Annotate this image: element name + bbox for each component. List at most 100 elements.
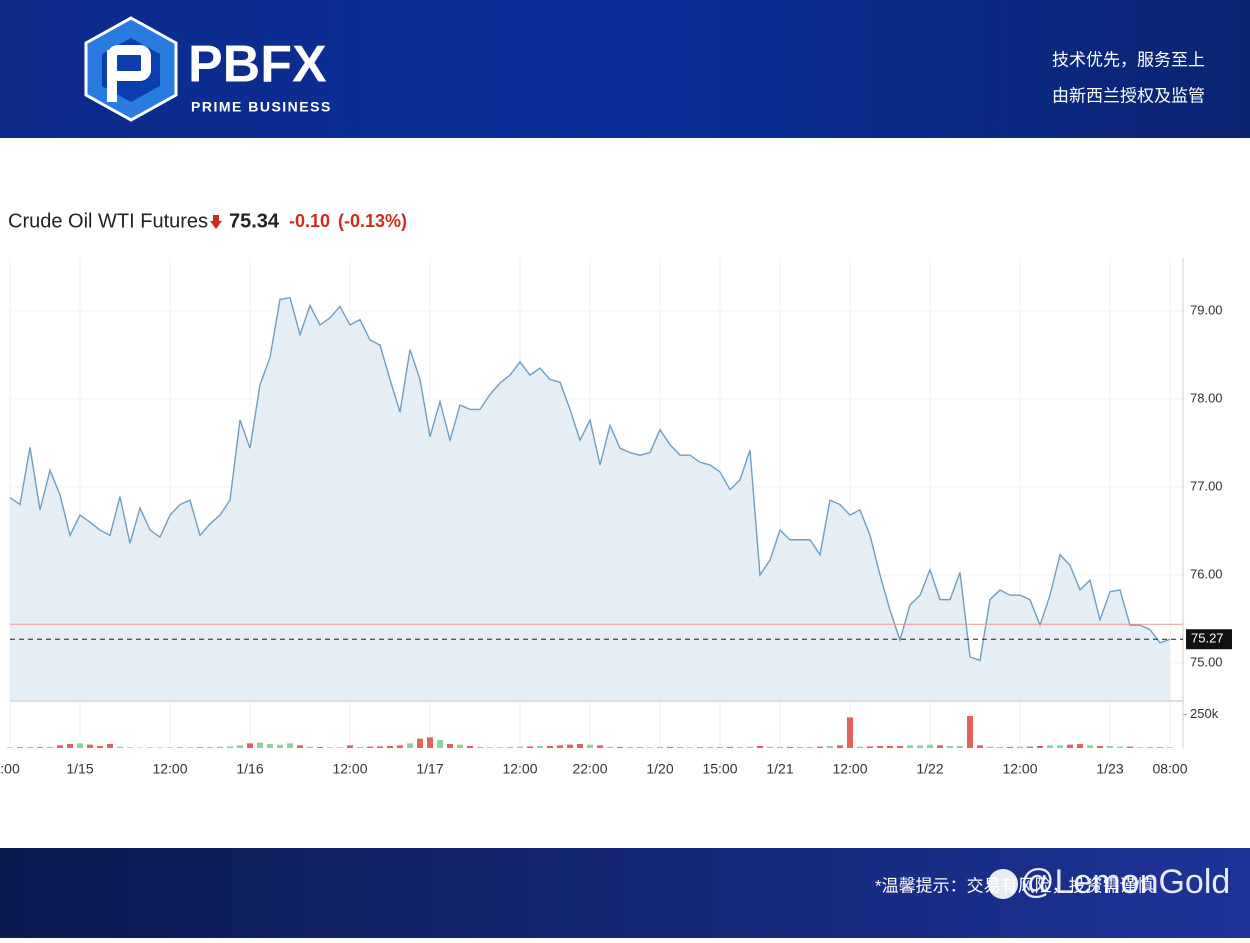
x-tick-label: 12:00 <box>502 761 537 777</box>
volume-bar <box>887 746 893 748</box>
volume-bar <box>937 745 943 748</box>
volume-bar <box>197 747 203 748</box>
y-tick-label: 76.00 <box>1190 566 1223 581</box>
volume-bar <box>257 743 263 748</box>
volume-bar <box>477 747 483 748</box>
volume-bar <box>267 744 273 748</box>
volume-bar <box>207 747 213 748</box>
chart-title: Crude Oil WTI Futures <box>8 210 208 232</box>
volume-bar <box>327 747 333 748</box>
volume-bar <box>897 746 903 748</box>
volume-bar <box>1117 747 1123 748</box>
volume-bar <box>1137 747 1143 748</box>
volume-bar <box>437 740 443 748</box>
volume-bar <box>307 747 313 748</box>
volume-bar <box>797 747 803 748</box>
volume-bar <box>427 737 433 748</box>
volume-bar <box>377 746 383 748</box>
down-arrow <box>210 215 222 229</box>
volume-bar <box>627 747 633 748</box>
volume-bar <box>807 747 813 748</box>
volume-bar <box>237 745 243 748</box>
volume-bar <box>47 747 53 748</box>
volume-bar <box>617 747 623 748</box>
volume-bar <box>877 746 883 748</box>
volume-bar <box>587 745 593 748</box>
volume-bar <box>297 745 303 748</box>
volume-bar <box>1097 746 1103 748</box>
volume-bar <box>737 747 743 748</box>
volume-bar <box>487 747 493 748</box>
volume-bar <box>1057 745 1063 748</box>
volume-bar <box>787 747 793 748</box>
volume-bar <box>1077 744 1083 748</box>
volume-bar <box>277 745 283 748</box>
volume-bar <box>57 745 63 748</box>
volume-bar <box>987 747 993 748</box>
x-tick-label: 12:00 <box>1002 761 1037 777</box>
volume-bar <box>497 747 503 748</box>
y-tick-label: 77.00 <box>1190 478 1223 493</box>
x-tick-label: 1/16 <box>236 761 263 777</box>
volume-bar <box>1087 745 1093 748</box>
volume-bar <box>1017 747 1023 748</box>
tagline: PRIME BUSINESS <box>191 99 332 115</box>
volume-bar <box>177 747 183 748</box>
plot: 75.00 76.00 77.00 78.00 79.00 250k :00 1/15 12:0… <box>0 258 1232 777</box>
x-tick-label: 1/15 <box>66 761 93 777</box>
x-tick-label: 12:00 <box>832 761 867 777</box>
x-tick-label: :00 <box>0 761 20 777</box>
y-tick-label: 250k <box>1190 706 1219 721</box>
volume-bar <box>827 746 833 748</box>
change: -0.10 <box>289 211 330 231</box>
volume-bar <box>597 745 603 748</box>
volume-bar <box>67 744 73 748</box>
volume-bar <box>667 747 673 748</box>
volume-bar <box>187 747 193 748</box>
x-tick-label: 1/23 <box>1096 761 1123 777</box>
brand: PBFX <box>188 36 327 94</box>
volume-bar <box>367 747 373 748</box>
volume-bar <box>767 747 773 748</box>
y-tick-label: 78.00 <box>1190 390 1223 405</box>
volume-bar <box>1027 747 1033 748</box>
volume-bar <box>1127 747 1133 748</box>
volume-bar <box>447 744 453 748</box>
volume-bar <box>707 747 713 748</box>
slogan: 技术优先，服务至上 <box>1052 50 1205 69</box>
volume-bar <box>1047 745 1053 748</box>
x-tick-label: 1/17 <box>416 761 443 777</box>
volume-bar <box>727 747 733 748</box>
volume-bar <box>247 743 253 748</box>
volume-bar <box>687 747 693 748</box>
volume-bar <box>417 739 423 748</box>
slogan: 由新西兰授权及监管 <box>1052 86 1205 105</box>
volume-bar <box>287 743 293 748</box>
volume-bar <box>697 747 703 748</box>
volume-bar <box>1167 747 1173 748</box>
volume-bar <box>567 745 573 748</box>
volume-bar <box>747 747 753 748</box>
volume-bar <box>17 747 23 748</box>
volume-bar <box>927 745 933 748</box>
x-tick-label: 1/21 <box>766 761 793 777</box>
volume-bar <box>507 747 513 748</box>
volume-bar <box>957 746 963 748</box>
y-tick-label: 75.00 <box>1190 654 1223 669</box>
volume-bar <box>997 747 1003 748</box>
volume-bar <box>227 746 233 748</box>
volume-bar <box>167 747 173 748</box>
volume-bar <box>777 747 783 748</box>
volume-bar <box>357 747 363 748</box>
volume-bar <box>217 747 223 748</box>
volume-bar <box>907 745 913 748</box>
volume-bar <box>517 747 523 748</box>
volume-bar <box>117 747 123 748</box>
volume-bar <box>97 746 103 748</box>
volume-bar <box>1067 745 1073 748</box>
y-tick-label: 79.00 <box>1190 302 1223 317</box>
volume-bar <box>537 746 543 748</box>
social-icon <box>988 869 1018 899</box>
volume-bar <box>1147 747 1153 748</box>
